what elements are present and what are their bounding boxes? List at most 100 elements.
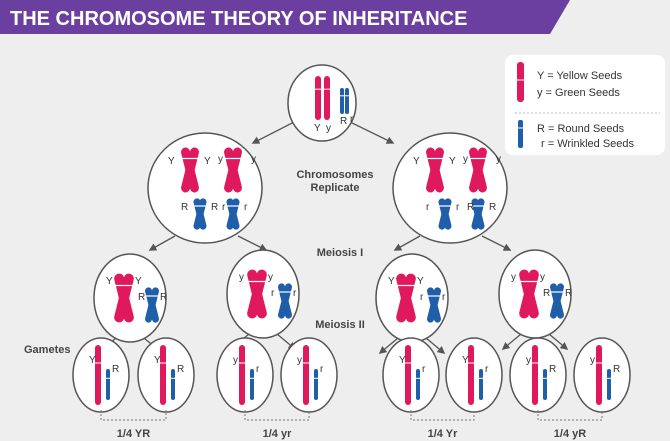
result-bracket — [537, 410, 603, 421]
allele-label: y — [326, 123, 331, 134]
blue-chromosome — [479, 369, 483, 400]
allele-label: Y — [204, 156, 211, 167]
allele-label: Y — [135, 276, 142, 287]
blue-x-chromosome — [549, 283, 565, 319]
legend-green: y = Green Seeds — [537, 87, 620, 99]
allele-label: r — [485, 364, 489, 375]
chromatid — [340, 88, 344, 114]
allele-label: Y — [399, 355, 406, 366]
stage-replicate-label-2: Replicate — [311, 182, 360, 194]
pink-chromosome-icon — [517, 62, 524, 102]
chromatid — [171, 369, 175, 400]
result-bracket — [244, 410, 310, 421]
allele-label: R — [549, 364, 556, 375]
pink-chromosome — [468, 345, 474, 405]
blue-chromosome — [543, 369, 547, 400]
result-bracket — [100, 410, 167, 421]
gamete-cell: yR — [509, 337, 567, 413]
allele-label: r — [293, 288, 297, 299]
gamete-cell: yr — [216, 337, 274, 413]
allele-label: R — [138, 292, 145, 303]
blue-chromosome — [106, 369, 110, 400]
pink-chromosome — [532, 345, 538, 405]
blue-chromosome — [340, 88, 344, 114]
chromatid — [345, 88, 349, 114]
allele-label: Y — [314, 123, 321, 134]
chromatid — [95, 345, 101, 405]
pink-chromosome — [303, 345, 309, 405]
pink-x-chromosome — [396, 273, 416, 323]
result-label: 1/4 YR — [117, 428, 150, 440]
cell-membrane — [287, 64, 357, 142]
arrow — [378, 337, 399, 354]
pink-chromosome — [160, 345, 166, 405]
blue-chromosome — [416, 369, 420, 400]
arrow — [501, 333, 522, 350]
result-label: 1/4 Yr — [428, 428, 458, 440]
chromatid — [106, 369, 110, 400]
blue-x-chromosome — [426, 287, 442, 323]
chromatid — [239, 345, 245, 405]
allele-label: Y — [417, 276, 424, 287]
page-title: THE CHROMOSOME THEORY OF INHERITANCE — [10, 8, 467, 30]
allele-label: Y — [154, 355, 161, 366]
arrow — [425, 337, 446, 354]
chromatid — [596, 345, 602, 405]
pink-x-chromosome — [247, 269, 267, 319]
gamete-cell: Yr — [445, 337, 503, 413]
pink-x-chromosome — [519, 269, 539, 319]
blue-chromosome — [314, 369, 318, 400]
allele-label: r — [271, 288, 275, 299]
allele-label: Y — [106, 276, 113, 287]
allele-label: r — [350, 114, 354, 125]
arrow — [393, 235, 421, 251]
legend-yellow: Y = Yellow Seeds — [537, 70, 623, 82]
stage-gametes-label: Gametes — [24, 344, 70, 356]
chromatid — [250, 369, 254, 400]
chromatid — [324, 76, 330, 120]
allele-label: Y — [462, 355, 469, 366]
allele-label: R — [565, 288, 572, 299]
gamete-cell: yR — [573, 337, 631, 413]
blue-chromosome — [607, 369, 611, 400]
chromatid — [543, 369, 547, 400]
chromatid — [468, 345, 474, 405]
arrow — [148, 235, 176, 251]
pink-chromosome — [405, 345, 411, 405]
allele-label: Y — [413, 156, 420, 167]
arrow — [345, 119, 395, 144]
meiosis1-cell: Y YR R — [93, 253, 167, 343]
allele-label: y — [463, 154, 468, 165]
stage-meiosis1-label: Meiosis I — [317, 247, 363, 259]
meiosis1-cell: Y Yr r — [375, 253, 449, 343]
arrow — [251, 119, 299, 144]
chromatid — [315, 76, 321, 120]
allele-label: R — [160, 292, 167, 303]
blue-x-chromosome — [144, 287, 160, 323]
allele-label: y — [251, 154, 256, 165]
allele-label: r — [420, 292, 424, 303]
gamete-cell: YR — [72, 337, 130, 413]
blue-x-chromosome — [471, 198, 485, 230]
allele-label: R — [489, 202, 496, 213]
chromatid — [405, 345, 411, 405]
chromatid — [314, 369, 318, 400]
meiosis1-cell: y yR R — [498, 249, 572, 339]
allele-label: y — [511, 272, 516, 283]
stage-meiosis2-label: Meiosis II — [315, 319, 365, 331]
pink-x-chromosome — [224, 147, 242, 193]
allele-label: y — [268, 272, 273, 283]
arrow — [237, 235, 268, 251]
result-label: 1/4 yR — [554, 428, 586, 440]
allele-label: Y — [168, 156, 175, 167]
gamete-cell: yr — [280, 337, 338, 413]
result-bracket — [410, 410, 475, 421]
allele-label: y — [233, 355, 238, 366]
header-banner: THE CHROMOSOME THEORY OF INHERITANCE — [0, 0, 570, 34]
pink-chromosome — [596, 345, 602, 405]
allele-label: Y — [388, 276, 395, 287]
allele-label: y — [526, 355, 531, 366]
legend-round: R = Round Seeds — [537, 123, 625, 135]
